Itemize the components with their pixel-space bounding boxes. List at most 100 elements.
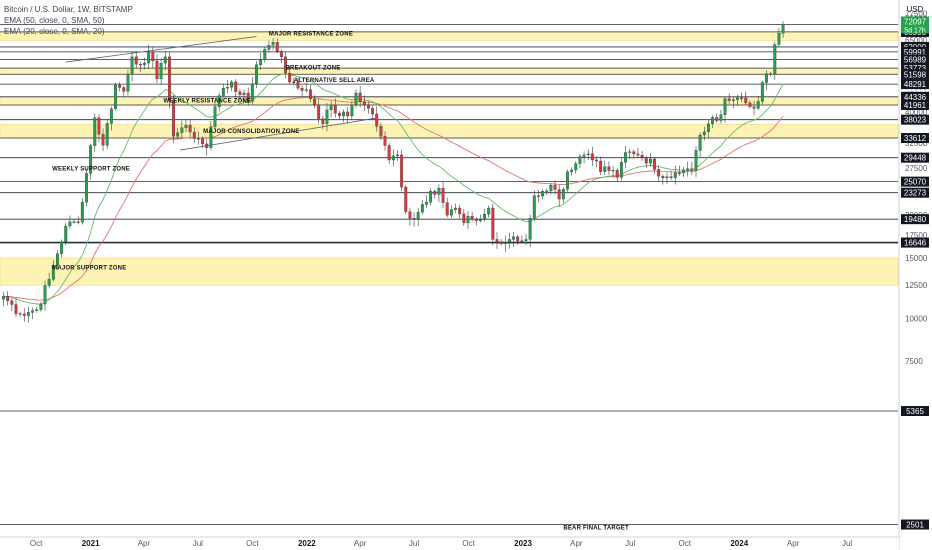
candle-body xyxy=(143,62,146,65)
candle-body xyxy=(242,92,246,95)
candle-body xyxy=(313,98,316,106)
candle-body xyxy=(118,84,122,88)
annotation-label-1: WEEKLY RESISTANCE ZONE xyxy=(163,98,251,104)
y-tick-label: 77500 xyxy=(905,10,928,19)
x-tick-label-4: Oct xyxy=(246,539,259,548)
candle-body xyxy=(425,202,428,205)
candle-body xyxy=(167,56,171,101)
candle-body xyxy=(292,81,296,83)
candle-body xyxy=(284,56,287,74)
candle-body xyxy=(337,112,341,117)
candle-body xyxy=(516,236,520,242)
candle-body xyxy=(657,169,661,177)
candle-body xyxy=(669,176,673,178)
candle-body xyxy=(537,195,540,197)
candle-body xyxy=(163,56,167,64)
candle-body xyxy=(557,189,561,200)
x-tick-label-6: Apr xyxy=(354,539,367,548)
candle-body xyxy=(2,296,5,300)
level-badge-bg xyxy=(901,133,929,144)
annotation-label-2: MAJOR CONSOLIDATION ZONE xyxy=(203,129,299,135)
candle-body xyxy=(85,173,88,203)
symbol-title[interactable]: Bitcoin / U.S. Dollar, 1W, BITSTAMP xyxy=(4,5,133,14)
candle-body xyxy=(570,169,574,172)
x-tick-label-3: Jul xyxy=(193,539,203,548)
candle-body xyxy=(217,95,221,107)
candle-body xyxy=(624,152,627,163)
ema-20-label[interactable]: EMA (20, close, 0, SMA, 20) xyxy=(4,27,105,36)
candle-body xyxy=(39,303,43,310)
candle-body xyxy=(769,73,773,75)
candle-body xyxy=(578,156,582,164)
candle-body xyxy=(611,170,615,172)
candle-body xyxy=(715,117,719,121)
candle-body xyxy=(89,145,93,174)
candle-body xyxy=(188,125,192,133)
candle-body xyxy=(574,163,578,171)
x-tick-label-11: Jul xyxy=(625,539,635,548)
level-badge-33612: 33612 xyxy=(904,134,927,143)
candle-body xyxy=(640,154,644,158)
candle-body xyxy=(653,158,656,170)
chart-legend: Bitcoin / U.S. Dollar, 1W, BITSTAMP EMA … xyxy=(4,4,133,37)
level-badge-29448: 29448 xyxy=(904,154,927,163)
y-tick-label: 27500 xyxy=(905,164,928,173)
candle-body xyxy=(76,221,80,223)
candle-body xyxy=(296,82,300,89)
candle-body xyxy=(114,84,117,109)
candle-body xyxy=(101,134,105,146)
candle-body xyxy=(346,111,350,117)
candle-body xyxy=(267,45,271,50)
candle-body xyxy=(781,24,785,34)
candle-body xyxy=(379,126,383,137)
annotation-label-3: WEEKLY SUPPORT ZONE xyxy=(52,167,130,173)
candle-body xyxy=(93,117,97,146)
candle-body xyxy=(491,207,495,240)
candle-body xyxy=(773,44,777,75)
candle-body xyxy=(648,158,652,164)
candle-body xyxy=(499,241,503,245)
level-badge-bg xyxy=(901,63,929,74)
level-badge-56989: 56989 xyxy=(904,55,927,64)
candle-body xyxy=(234,81,238,92)
trendline-1 xyxy=(180,117,378,151)
candle-body xyxy=(155,60,159,80)
candle-body xyxy=(64,225,68,242)
time-axis-background xyxy=(0,537,899,550)
candle-body xyxy=(329,104,333,111)
candle-body xyxy=(615,170,619,178)
candle-body xyxy=(51,264,55,280)
level-badge-16646: 16646 xyxy=(904,239,927,248)
candle-body xyxy=(449,209,453,216)
candle-body xyxy=(632,151,636,155)
candle-body xyxy=(466,216,470,224)
level-badge-bg xyxy=(901,79,929,90)
candle-body xyxy=(201,138,205,145)
candle-body xyxy=(707,123,710,132)
x-tick-label-2: Apr xyxy=(138,539,151,548)
candle-body xyxy=(43,285,47,305)
level-badge-bg xyxy=(901,519,929,530)
candle-body xyxy=(541,191,545,197)
level-badge-48291: 48291 xyxy=(904,80,927,89)
y-tick-label: 40000 xyxy=(905,108,928,117)
candle-body xyxy=(126,74,130,92)
y-tick-label: 12500 xyxy=(905,281,928,290)
candle-body xyxy=(566,171,569,190)
candle-body xyxy=(271,42,275,46)
y-tick-label: 10000 xyxy=(905,314,928,323)
trendline-0 xyxy=(65,36,257,63)
candle-body xyxy=(97,117,101,135)
ema-50-label[interactable]: EMA (50, close, 0, SMA, 50) xyxy=(4,16,105,25)
candle-body xyxy=(134,56,138,65)
candle-body xyxy=(105,123,109,146)
zone-band-0 xyxy=(0,31,899,41)
zone-label-4: MAJOR SUPPORT ZONE xyxy=(52,265,126,271)
candle-body xyxy=(777,33,781,45)
candle-body xyxy=(72,221,76,223)
candle-body xyxy=(433,191,437,195)
level-badge-bg xyxy=(901,114,929,125)
x-tick-label-0: Oct xyxy=(30,539,43,548)
candle-body xyxy=(495,239,499,242)
